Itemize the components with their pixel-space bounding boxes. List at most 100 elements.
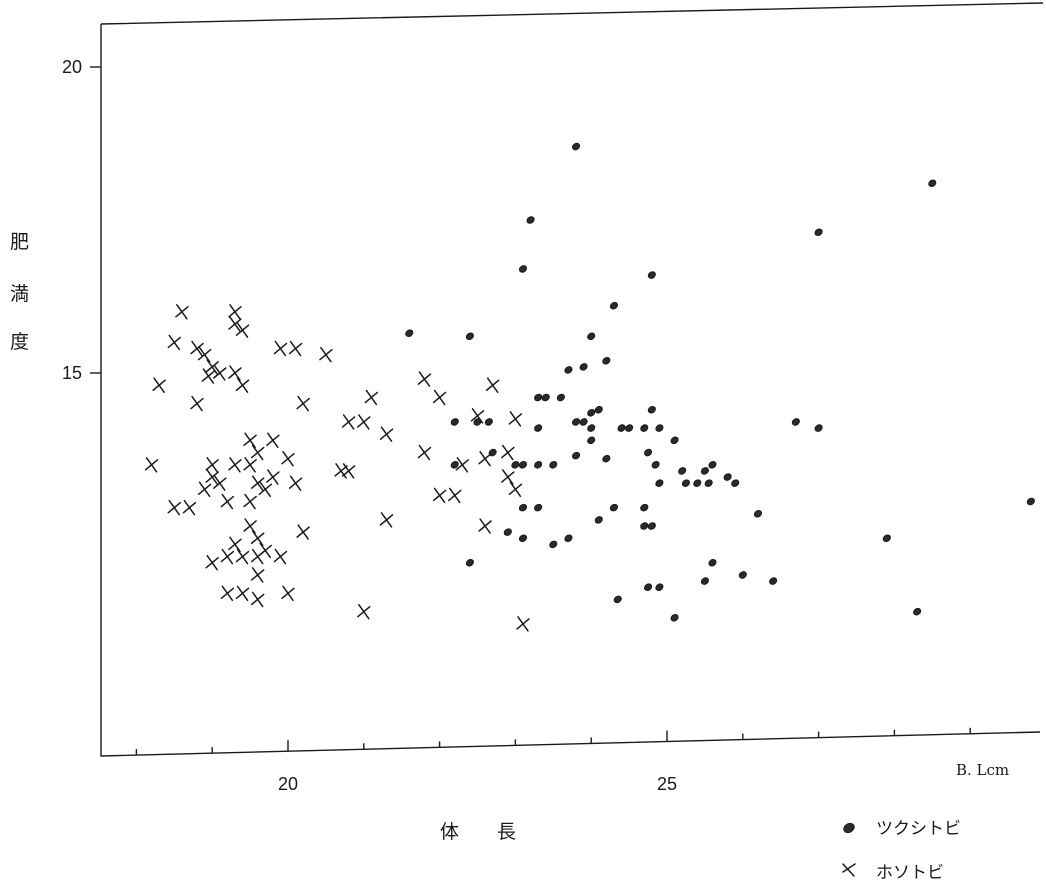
data-point-oval bbox=[602, 454, 611, 463]
data-point-cross bbox=[243, 493, 257, 510]
data-point-oval bbox=[723, 473, 732, 481]
data-point-cross bbox=[201, 368, 216, 384]
data-point-oval bbox=[655, 583, 664, 591]
data-point-cross bbox=[266, 432, 280, 449]
data-point-oval bbox=[571, 418, 581, 426]
data-point-cross bbox=[273, 548, 288, 565]
data-point-cross bbox=[379, 426, 394, 442]
data-point-cross bbox=[235, 585, 250, 602]
data-point-oval bbox=[769, 577, 778, 585]
data-point-cross bbox=[205, 554, 219, 571]
data-point-oval bbox=[814, 228, 823, 237]
data-point-cross bbox=[281, 585, 295, 602]
data-point-cross bbox=[250, 591, 265, 608]
data-point-oval bbox=[681, 479, 691, 487]
data-point-oval bbox=[450, 461, 459, 469]
data-point-cross bbox=[266, 469, 280, 485]
data-point-oval bbox=[587, 332, 596, 341]
legend-cross-marker bbox=[842, 863, 856, 877]
data-point-oval bbox=[700, 467, 709, 475]
data-point-oval bbox=[579, 363, 588, 371]
data-point-oval bbox=[613, 595, 622, 604]
data-point-oval bbox=[602, 356, 611, 365]
data-point-cross bbox=[235, 548, 250, 565]
data-point-cross bbox=[228, 316, 242, 332]
data-point-cross bbox=[319, 346, 333, 363]
data-point-oval bbox=[670, 614, 679, 622]
data-point-oval bbox=[450, 418, 459, 426]
data-point-oval bbox=[640, 424, 649, 432]
data-point-cross bbox=[508, 481, 523, 498]
data-point-oval bbox=[465, 332, 474, 341]
data-point-oval bbox=[678, 467, 687, 475]
data-point-oval bbox=[571, 142, 581, 151]
data-point-oval bbox=[655, 479, 664, 487]
data-point-cross bbox=[205, 457, 219, 473]
data-point-oval bbox=[738, 571, 747, 579]
x-axis: 20 25 bbox=[135, 727, 971, 794]
y-axis-title-char-3: 度 bbox=[10, 331, 29, 353]
data-point-oval bbox=[647, 405, 656, 414]
data-point-cross bbox=[258, 542, 273, 559]
data-point-oval bbox=[791, 418, 800, 426]
data-point-oval bbox=[571, 451, 581, 460]
data-point-cross bbox=[379, 512, 394, 528]
data-point-cross bbox=[220, 493, 235, 510]
y-axis-title-char-2: 満 bbox=[10, 283, 29, 305]
data-point-oval bbox=[534, 503, 543, 512]
x-axis-title: 体 長 bbox=[440, 821, 516, 843]
data-point-cross bbox=[288, 475, 303, 491]
data-point-oval bbox=[651, 461, 660, 469]
data-point-oval bbox=[541, 393, 550, 402]
data-point-oval bbox=[708, 558, 717, 567]
data-point-cross bbox=[250, 567, 265, 583]
data-point-oval bbox=[643, 583, 653, 591]
data-point-oval bbox=[587, 424, 596, 432]
data-point-oval bbox=[465, 558, 474, 567]
data-point-cross bbox=[417, 444, 432, 461]
x-unit-label: B. Lcm bbox=[956, 761, 1009, 779]
data-point-oval bbox=[587, 408, 596, 417]
data-point-oval bbox=[594, 516, 603, 524]
data-point-oval bbox=[814, 424, 823, 432]
data-point-oval bbox=[625, 424, 634, 432]
data-point-oval bbox=[549, 461, 558, 469]
data-point-cross bbox=[152, 377, 166, 393]
data-point-cross bbox=[250, 530, 265, 546]
data-point-oval bbox=[700, 577, 709, 585]
data-point-oval bbox=[670, 436, 679, 445]
data-point-cross bbox=[478, 518, 492, 534]
data-point-oval bbox=[1026, 497, 1035, 506]
data-point-cross bbox=[357, 414, 371, 430]
legend-label-hosotobi: ホソトビ bbox=[876, 863, 944, 883]
data-point-cross bbox=[144, 457, 159, 473]
data-point-oval bbox=[518, 503, 528, 512]
data-point-cross bbox=[235, 322, 250, 338]
data-point-cross bbox=[167, 334, 182, 351]
data-point-cross bbox=[228, 304, 242, 320]
data-point-oval bbox=[655, 424, 664, 432]
plot-frame bbox=[100, 2, 1044, 757]
data-point-oval bbox=[534, 393, 543, 402]
y-tick-label: 20 bbox=[62, 57, 82, 77]
data-point-oval bbox=[617, 424, 626, 432]
data-point-cross bbox=[167, 499, 182, 516]
data-point-cross bbox=[485, 377, 500, 393]
data-point-cross bbox=[220, 585, 235, 602]
data-point-cross bbox=[455, 457, 470, 473]
data-point-cross bbox=[258, 481, 273, 498]
data-point-cross bbox=[220, 548, 235, 565]
data-point-oval bbox=[556, 393, 565, 402]
data-point-oval bbox=[594, 405, 603, 414]
data-point-oval bbox=[518, 461, 528, 469]
data-point-oval bbox=[564, 534, 573, 543]
data-point-cross bbox=[190, 340, 204, 357]
data-point-cross bbox=[516, 616, 530, 632]
data-point-cross bbox=[432, 487, 447, 504]
data-point-cross bbox=[364, 389, 379, 406]
data-point-oval bbox=[518, 534, 528, 543]
data-point-oval bbox=[587, 436, 596, 445]
data-point-oval bbox=[503, 528, 512, 536]
x-tick-label: 20 bbox=[278, 774, 298, 794]
